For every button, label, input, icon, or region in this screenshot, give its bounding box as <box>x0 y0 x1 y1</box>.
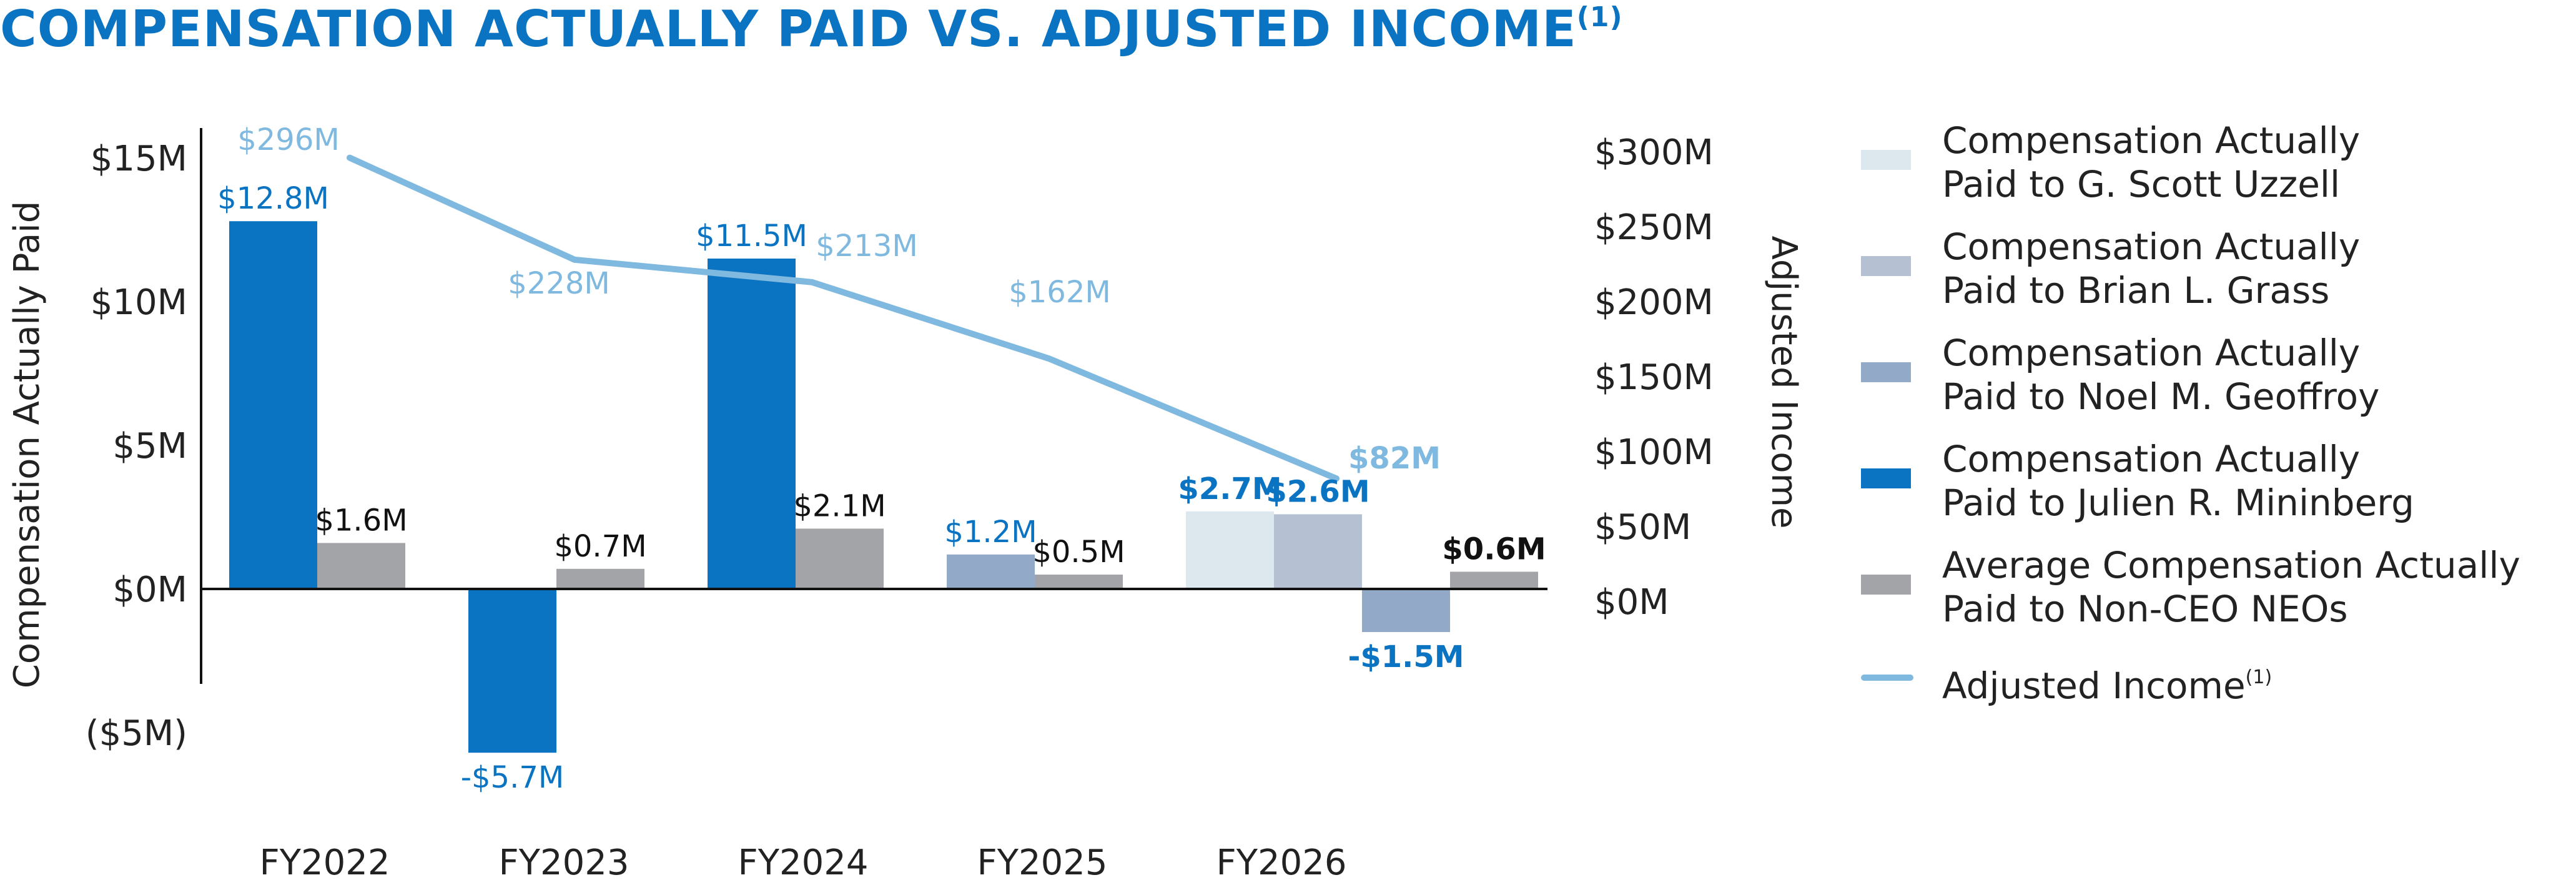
line-label-fy2022: $296M <box>237 122 340 157</box>
x-tick-label-fy2024: FY2024 <box>738 843 869 880</box>
y-tick-label-0m: $0M <box>112 570 187 610</box>
bar-label-fy2024-non-ceo: $2.1M <box>793 488 886 523</box>
y-tick-label-5m: ($5M) <box>86 713 187 754</box>
x-axis: FY2022 FY2023 FY2024 FY2025 FY2026 <box>260 843 1347 880</box>
bar-fy2024-non-ceo <box>796 528 884 589</box>
x-tick-label-fy2025: FY2025 <box>977 843 1108 880</box>
bar-fy2022-mininberg <box>229 221 317 589</box>
bar-label-fy2026-geoffroy: -$1.5M <box>1348 640 1464 675</box>
y2-axis: $300M $250M $200M $150M $100M $50M $0M <box>1594 132 1714 623</box>
y2-tick-label-50m: $50M <box>1594 507 1691 548</box>
legend-item-geoffroy: Compensation Actually Paid to Noel M. Ge… <box>1861 331 2573 437</box>
legend-label-grass: Compensation Actually Paid to Brian L. G… <box>1942 225 2361 312</box>
legend-swatch-non-ceo <box>1861 575 1911 595</box>
y-tick-label-5m: $5M <box>112 426 187 467</box>
y2-tick-label-100m: $100M <box>1594 432 1714 473</box>
bar-fy2023-non-ceo <box>556 568 644 589</box>
bar-label-fy2024-mininberg: $11.5M <box>696 219 807 254</box>
bar-label-fy2022-non-ceo: $1.6M <box>315 503 407 538</box>
bar-label-fy2022-mininberg: $12.8M <box>217 181 329 216</box>
bar-data-labels: $12.8M$1.6M-$5.7M$0.7M$11.5M$2.1M$1.2M$0… <box>217 181 1546 795</box>
legend-label-adjusted-income: Adjusted Income(1) <box>1942 665 2273 707</box>
bar-fy2023-mininberg <box>468 589 556 753</box>
bar-label-fy2026-uzzell: $2.7M <box>1178 472 1281 507</box>
bar-fy2026-uzzell <box>1186 511 1274 589</box>
bar-series <box>229 221 1538 753</box>
legend: Compensation Actually Paid to G. Scott U… <box>1861 119 2573 718</box>
chart-title: COMPENSATION ACTUALLY PAID VS. ADJUSTED … <box>0 0 1623 58</box>
legend-item-adjusted-income: Adjusted Income(1) <box>1861 656 2573 718</box>
legend-item-uzzell: Compensation Actually Paid to G. Scott U… <box>1861 119 2573 225</box>
y-tick-label-10m: $10M <box>91 282 187 323</box>
legend-swatch-geoffroy <box>1861 362 1911 382</box>
bar-fy2025-non-ceo <box>1035 575 1123 589</box>
legend-item-mininberg: Compensation Actually Paid to Julien R. … <box>1861 437 2573 543</box>
line-data-labels: $296M $228M $213M $162M $82M <box>237 122 1441 476</box>
legend-item-non-ceo: Average Compensation Actually Paid to No… <box>1861 543 2573 656</box>
bar-label-fy2023-non-ceo: $0.7M <box>554 529 646 564</box>
line-label-fy2023: $228M <box>508 266 610 301</box>
y2-axis-title: Adjusted Income <box>1764 236 1804 529</box>
legend-label-mininberg: Compensation Actually Paid to Julien R. … <box>1942 438 2414 524</box>
x-tick-label-fy2026: FY2026 <box>1216 843 1347 880</box>
bar-label-fy2023-mininberg: -$5.7M <box>461 760 565 795</box>
x-tick-label-fy2023: FY2023 <box>499 843 629 880</box>
y2-tick-label-0m: $0M <box>1594 582 1669 623</box>
chart: Compensation Actually Paid Adjusted Inco… <box>7 122 1804 880</box>
legend-swatch-uzzell <box>1861 150 1911 170</box>
legend-item-grass: Compensation Actually Paid to Brian L. G… <box>1861 225 2573 331</box>
y2-tick-label-300m: $300M <box>1594 132 1714 173</box>
line-label-fy2025: $162M <box>1009 275 1111 310</box>
bar-fy2026-non-ceo <box>1450 571 1538 589</box>
bar-label-fy2025-geoffroy: $1.2M <box>944 515 1037 550</box>
y-tick-label-15m: $15M <box>91 139 187 179</box>
legend-swatch-grass <box>1861 256 1911 276</box>
y-axis: $15M $10M $5M $0M ($5M) <box>86 139 187 754</box>
legend-label-uzzell: Compensation Actually Paid to G. Scott U… <box>1942 119 2361 205</box>
bar-label-fy2026-non-ceo: $0.6M <box>1442 531 1546 566</box>
bar-fy2024-mininberg <box>708 259 796 589</box>
y2-tick-label-250m: $250M <box>1594 207 1714 248</box>
adjusted-income-line-series <box>347 154 1340 482</box>
y2-tick-label-150m: $150M <box>1594 357 1714 398</box>
chart-title-footnote: (1) <box>1576 1 1623 33</box>
legend-label-geoffroy: Compensation Actually Paid to Noel M. Ge… <box>1942 332 2380 418</box>
x-tick-label-fy2022: FY2022 <box>260 843 390 880</box>
y2-tick-label-200m: $200M <box>1594 282 1714 323</box>
bar-label-fy2026-grass: $2.6M <box>1266 474 1369 509</box>
legend-swatch-mininberg <box>1861 468 1911 488</box>
legend-label-footnote: (1) <box>2245 666 2273 688</box>
chart-title-text: COMPENSATION ACTUALLY PAID VS. ADJUSTED … <box>0 0 1577 58</box>
bar-fy2026-geoffroy <box>1362 589 1450 632</box>
legend-swatch-adjusted-income <box>1861 675 1913 681</box>
bar-fy2025-geoffroy <box>947 554 1035 589</box>
line-label-fy2026: $82M <box>1348 441 1441 476</box>
bar-fy2022-non-ceo <box>317 543 405 589</box>
bar-label-fy2025-non-ceo: $0.5M <box>1032 535 1125 570</box>
legend-label-non-ceo: Average Compensation Actually Paid to No… <box>1942 544 2520 630</box>
line-label-fy2024: $213M <box>816 229 918 264</box>
y-axis-title: Compensation Actually Paid <box>7 201 47 689</box>
bar-fy2026-grass <box>1274 514 1362 589</box>
adjusted-income-line <box>347 154 1340 482</box>
axis-lines <box>200 128 1547 684</box>
